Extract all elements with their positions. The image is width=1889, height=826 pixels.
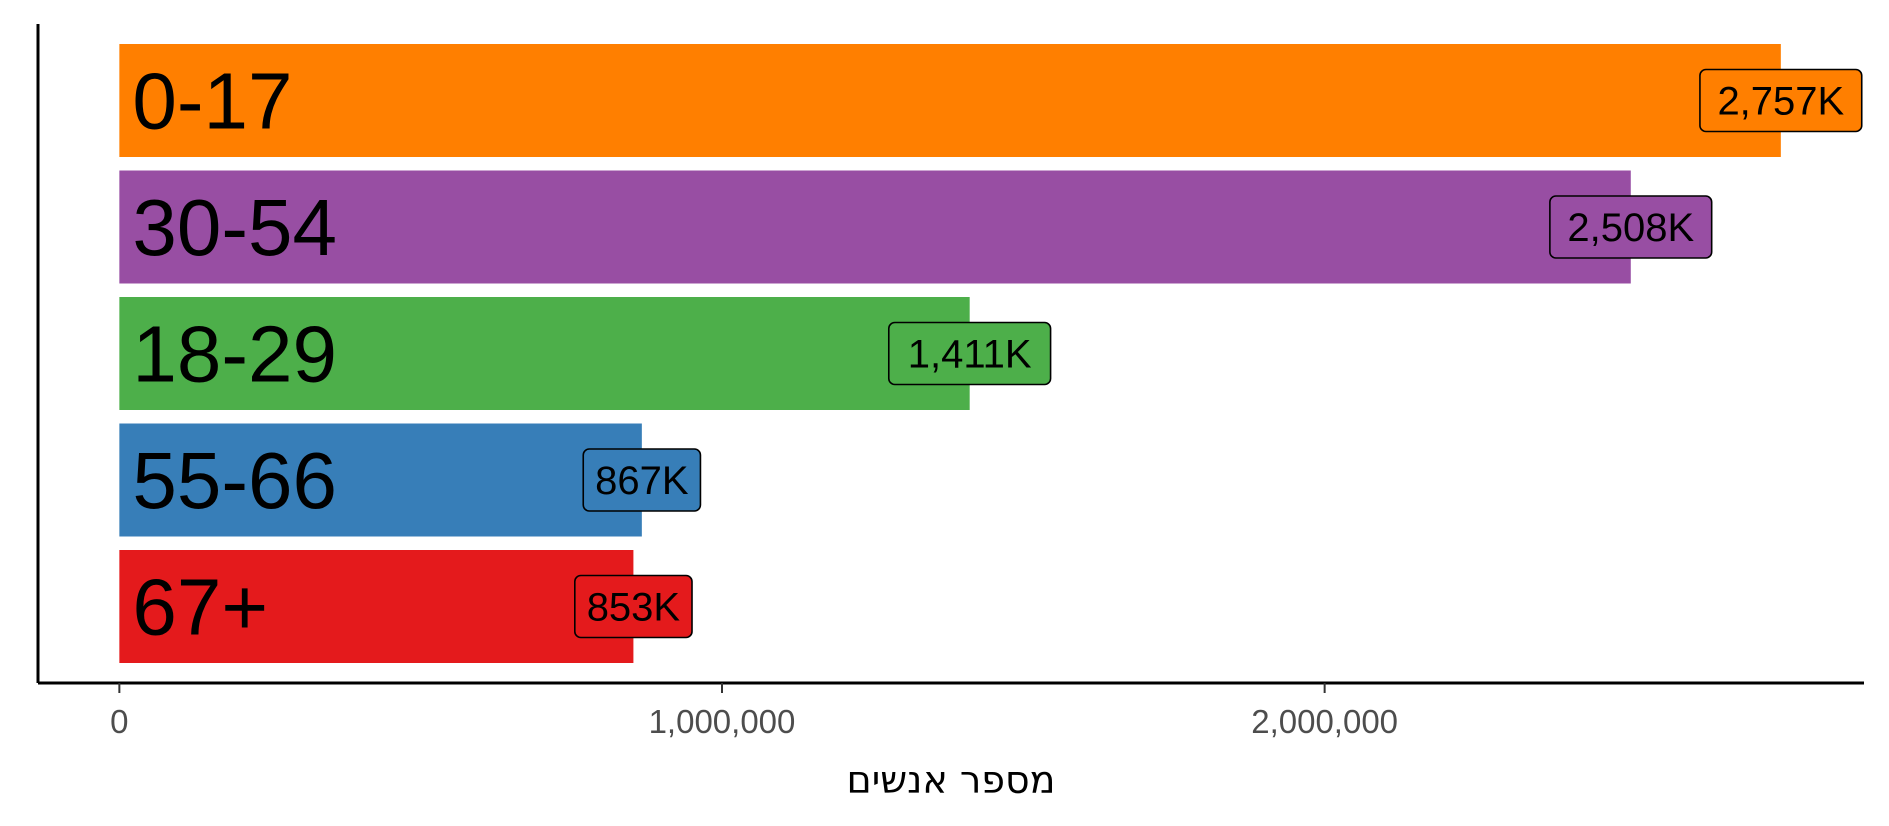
bar-group: 55-66 867K (119, 423, 702, 537)
x-tick-label: 0 (110, 703, 128, 740)
bar-group: 67+ 853K (119, 550, 693, 663)
value-label-box (1549, 195, 1713, 259)
value-label-box (574, 574, 693, 639)
value-label: 853K (587, 586, 681, 630)
x-axis-title: מספר אנשים (847, 758, 1056, 802)
value-label-box (1699, 68, 1863, 133)
category-label: 18-29 (132, 310, 337, 399)
bars-layer: 0-17 2,757K 30-54 2,508K 18-29 1,411K 55-66 867… (119, 44, 1863, 663)
value-label-box (887, 321, 1052, 386)
category-label: 67+ (132, 563, 268, 652)
bar-group: 30-54 2,508K (119, 170, 1713, 284)
bar-group: 18-29 1,411K (119, 297, 1052, 410)
bar-group: 0-17 2,757K (119, 44, 1863, 157)
value-label: 2,508K (1567, 206, 1694, 250)
value-label: 867K (595, 459, 689, 503)
category-label: 0-17 (132, 57, 292, 146)
bar (119, 297, 970, 410)
bar (119, 44, 1781, 157)
axes-layer (36, 24, 1864, 685)
bar (119, 550, 634, 663)
value-label: 2,757K (1717, 80, 1844, 124)
category-label: 30-54 (132, 183, 337, 272)
x-ticks-layer: 0 1,000,000 2,000,000 (110, 683, 1398, 740)
value-label: 1,411K (908, 333, 1032, 377)
x-tick-label: 1,000,000 (649, 703, 796, 740)
x-tick-label: 2,000,000 (1251, 703, 1398, 740)
value-label-box (582, 448, 702, 512)
bar (119, 423, 642, 537)
category-label: 55-66 (132, 436, 337, 525)
bar (119, 170, 1631, 284)
